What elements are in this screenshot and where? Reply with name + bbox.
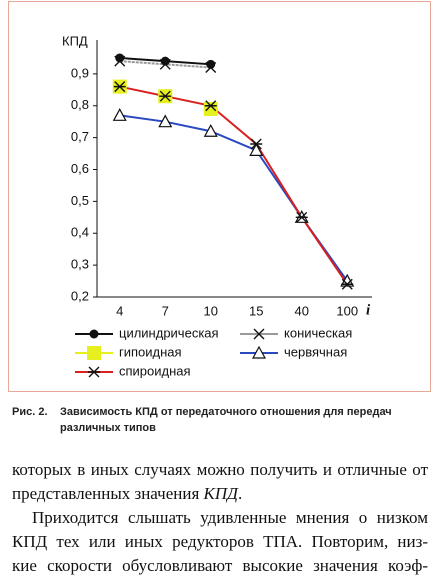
text-line: КПД тех или иных редукторов ТПА. Повтори… [12,532,428,551]
legend-label: гипоидная [119,344,182,359]
series-line [119,114,349,282]
y-tick-label: 0,3 [71,257,89,272]
legend-marker [87,346,101,360]
series-line [119,85,349,285]
caption-text: Зависимость КПД от передаточного отношен… [60,406,392,434]
data-point [203,101,218,116]
text-line: которых в иных случаях можно получить и … [12,460,428,479]
legend-marker [89,329,99,339]
y-axis-label: КПД [62,33,88,48]
x-tick-label: 7 [162,303,169,318]
legend-marker [88,366,100,378]
data-point [250,138,263,150]
legend-marker [251,345,267,359]
legend-marker [253,328,265,340]
y-tick-label: 0,6 [71,161,89,176]
chart-frame [8,1,431,392]
y-tick-label: 0,8 [71,97,89,112]
data-point [206,59,216,69]
y-tick-label: 0,5 [71,193,89,208]
data-point [160,56,170,66]
legend-label: спироидная [119,363,191,378]
caption-label: Рис. 2. [12,406,48,418]
y-tick-label: 0,7 [71,129,89,144]
x-tick-label: 4 [116,303,123,318]
text-line: Приходится слышать удивленные мнения о н… [32,508,428,527]
data-point [159,58,171,70]
text-line: представленных значения КПД. [12,482,428,506]
y-tick-label: 0,4 [71,225,89,240]
legend-label: коническая [284,325,352,340]
data-point [158,114,173,128]
data-point [203,123,218,137]
y-tick-label: 0,9 [71,65,89,80]
data-point [112,108,127,121]
data-point [115,53,125,63]
data-point [113,81,126,93]
x-tick-label: 40 [295,303,309,318]
text-line: кие скорости обусловливают высокие значе… [12,556,428,575]
data-point [341,278,354,290]
legend-label: цилиндрическая [119,325,219,340]
text: представленных значения [12,484,204,503]
data-point [249,143,264,156]
legend-label: червячная [284,344,347,359]
x-tick-label: 15 [249,303,263,318]
data-point [204,100,217,112]
page: {"chart_data": {"type": "line", "ylabel"… [8,1,431,575]
x-tick-label: 100 [336,303,358,318]
chart: КПД i 0,2 0,3 0,4 0,5 0,6 0,7 0,8 0,9 4 7 10 15 40 10… [8,1,431,392]
x-tick-label: 10 [204,303,218,318]
text: . [237,484,243,503]
text-emphasis: КПД [203,484,238,503]
data-point [114,55,126,67]
y-tick-label: 0,2 [71,288,89,303]
x-axis-label: i [366,302,371,318]
data-point [159,90,172,102]
body-text: которых в иных случаях можно получить и … [12,458,428,578]
data-point [205,62,217,73]
data-point [295,211,308,223]
